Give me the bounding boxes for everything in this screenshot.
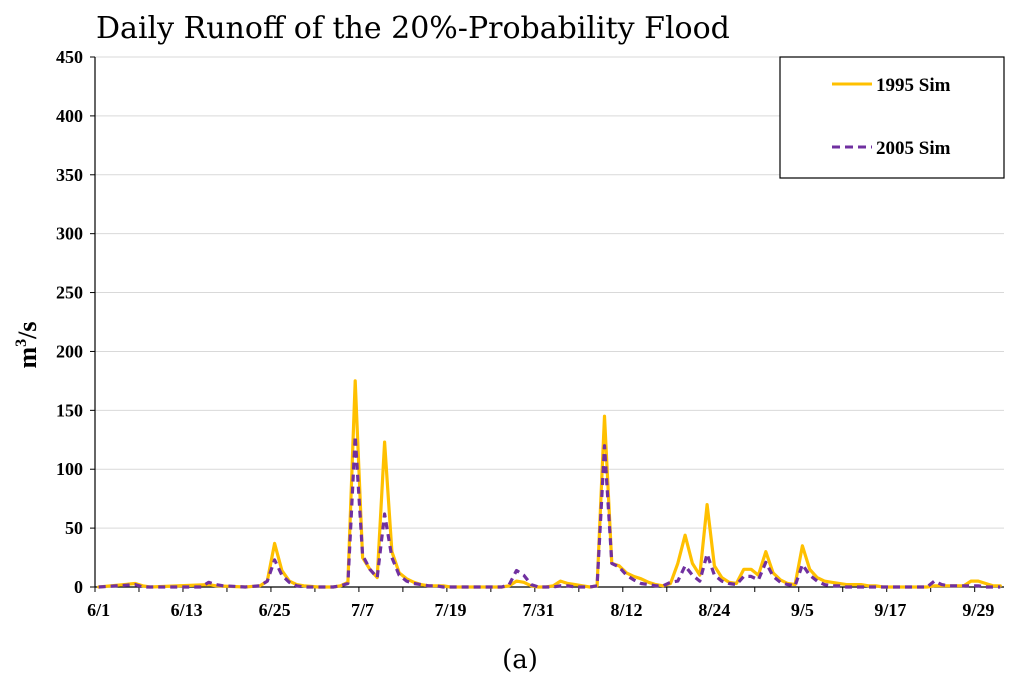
x-ticks: 6/1 6/13 6/25 7/7 7/19 7/31 8/12 8/24 9/5 9/17 9/2… — [87, 587, 994, 620]
x-tick-label: 8/24 — [698, 600, 730, 620]
x-tick-label: 6/25 — [259, 600, 291, 620]
y-tick-label: 350 — [56, 165, 83, 185]
y-tick-label: 300 — [56, 224, 83, 244]
y-tick-label: 0 — [74, 577, 83, 597]
y-axis-label: m3/s — [13, 321, 42, 368]
x-tick-label: 7/19 — [435, 600, 467, 620]
x-tick-label: 8/12 — [610, 600, 642, 620]
y-ticks: 0 50 100 150 200 250 300 350 400 450 — [56, 47, 95, 597]
y-tick-label: 150 — [56, 400, 83, 420]
x-tick-label: 6/1 — [87, 600, 110, 620]
x-tick-label: 9/29 — [962, 600, 994, 620]
y-tick-label: 400 — [56, 106, 83, 126]
series-line-1995-sim — [97, 379, 1002, 589]
figure-caption: (a) — [502, 645, 538, 675]
y-tick-label: 100 — [56, 459, 83, 479]
legend-label-1995: 1995 Sim — [876, 75, 951, 96]
chart-title: Daily Runoff of the 20%-Probability Floo… — [96, 11, 730, 46]
y-tick-label: 200 — [56, 341, 83, 361]
gridlines — [95, 56, 1004, 529]
y-tick-label: 450 — [56, 47, 83, 67]
x-tick-label: 9/17 — [874, 600, 906, 620]
series — [97, 379, 1002, 589]
legend-box — [779, 56, 1005, 179]
legend-label-2005: 2005 Sim — [876, 138, 951, 159]
series-line-2005-sim — [98, 434, 1001, 589]
x-tick-label: 6/13 — [171, 600, 203, 620]
y-tick-label: 50 — [65, 518, 83, 538]
x-tick-label: 9/5 — [791, 600, 814, 620]
x-tick-label: 7/7 — [351, 600, 374, 620]
y-tick-label: 250 — [56, 283, 83, 303]
x-tick-label: 7/31 — [522, 600, 554, 620]
legend: 1995 Sim 2005 Sim — [779, 56, 1005, 179]
